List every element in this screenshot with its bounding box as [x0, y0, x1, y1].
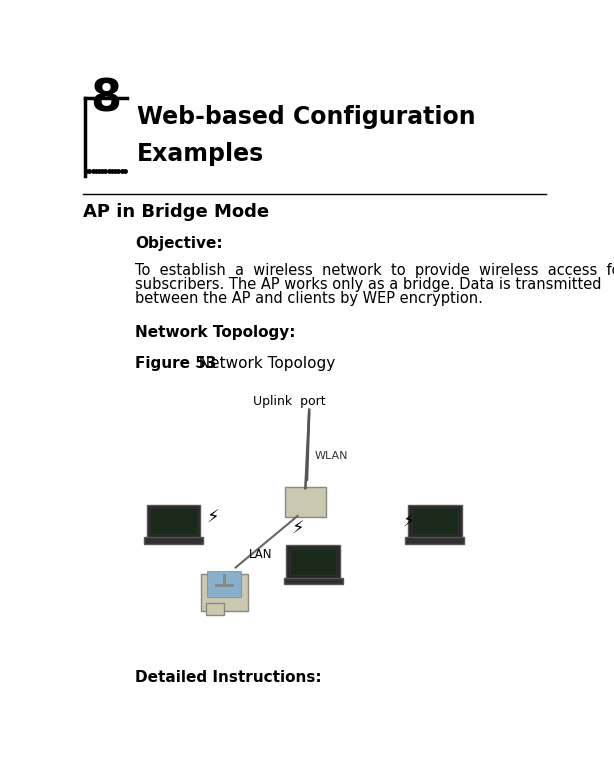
Text: WLAN: WLAN: [315, 451, 348, 461]
Text: Network Topology:: Network Topology:: [135, 325, 295, 340]
FancyBboxPatch shape: [150, 508, 197, 535]
Text: ⚡: ⚡: [291, 520, 304, 538]
FancyBboxPatch shape: [411, 508, 458, 535]
FancyBboxPatch shape: [284, 579, 343, 584]
Text: Detailed Instructions:: Detailed Instructions:: [135, 670, 322, 685]
FancyBboxPatch shape: [285, 487, 325, 517]
FancyBboxPatch shape: [405, 537, 464, 543]
Text: between the AP and clients by WEP encryption.: between the AP and clients by WEP encryp…: [135, 291, 483, 306]
Text: To  establish  a  wireless  network  to  provide  wireless  access  for: To establish a wireless network to provi…: [135, 263, 614, 279]
FancyBboxPatch shape: [290, 549, 336, 576]
Text: Uplink  port: Uplink port: [254, 395, 326, 408]
Text: 8: 8: [90, 77, 122, 120]
Text: LAN: LAN: [249, 548, 272, 561]
Text: Network Topology: Network Topology: [189, 355, 335, 371]
FancyBboxPatch shape: [206, 603, 225, 615]
Text: Examples: Examples: [137, 142, 265, 166]
FancyBboxPatch shape: [286, 545, 340, 579]
Text: subscribers. The AP works only as a bridge. Data is transmitted: subscribers. The AP works only as a brid…: [135, 277, 601, 292]
FancyBboxPatch shape: [201, 574, 248, 611]
FancyBboxPatch shape: [144, 537, 203, 543]
FancyBboxPatch shape: [408, 504, 462, 538]
FancyBboxPatch shape: [207, 572, 241, 597]
Text: ⚡: ⚡: [402, 512, 415, 530]
Text: Web-based Configuration: Web-based Configuration: [137, 105, 476, 128]
Text: Objective:: Objective:: [135, 236, 222, 251]
Text: ⚡: ⚡: [206, 508, 219, 526]
Text: AP in Bridge Mode: AP in Bridge Mode: [83, 204, 269, 222]
Text: Figure 53: Figure 53: [135, 355, 216, 371]
FancyBboxPatch shape: [147, 504, 200, 538]
